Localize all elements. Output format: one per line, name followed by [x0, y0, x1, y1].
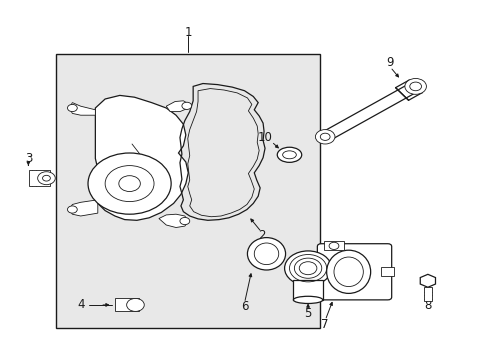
Text: 3: 3	[24, 152, 32, 165]
Ellipse shape	[282, 151, 296, 159]
Text: 2: 2	[257, 229, 265, 242]
Circle shape	[126, 298, 144, 311]
Polygon shape	[166, 101, 188, 112]
Circle shape	[105, 166, 154, 202]
Ellipse shape	[247, 238, 285, 270]
Text: 6: 6	[240, 300, 248, 313]
Bar	[423, 287, 431, 301]
Ellipse shape	[326, 250, 370, 293]
Circle shape	[180, 217, 189, 225]
Bar	[293, 280, 322, 300]
Ellipse shape	[254, 243, 278, 265]
Text: 1: 1	[184, 26, 192, 39]
Bar	[56, 54, 320, 328]
Bar	[324, 241, 343, 250]
Ellipse shape	[333, 257, 363, 287]
Bar	[115, 298, 139, 311]
Circle shape	[67, 104, 77, 112]
Circle shape	[320, 133, 329, 140]
Text: 9: 9	[386, 57, 393, 69]
Ellipse shape	[277, 147, 301, 162]
Circle shape	[42, 175, 50, 181]
Ellipse shape	[293, 296, 322, 303]
Polygon shape	[69, 103, 95, 115]
Text: 10: 10	[257, 131, 272, 144]
Circle shape	[119, 176, 140, 192]
Text: 8: 8	[423, 299, 431, 312]
Polygon shape	[95, 95, 188, 220]
Bar	[381, 267, 393, 276]
Text: 4: 4	[77, 298, 85, 311]
Text: 5: 5	[304, 307, 311, 320]
Circle shape	[88, 153, 171, 214]
Circle shape	[38, 172, 55, 185]
Text: 7: 7	[321, 318, 328, 330]
Circle shape	[328, 242, 338, 249]
FancyBboxPatch shape	[317, 244, 391, 300]
Bar	[29, 170, 50, 186]
Circle shape	[404, 78, 426, 94]
Polygon shape	[159, 214, 188, 228]
Polygon shape	[419, 274, 435, 287]
Circle shape	[409, 82, 421, 91]
Polygon shape	[69, 200, 98, 216]
Circle shape	[284, 251, 331, 285]
Circle shape	[67, 206, 77, 213]
Circle shape	[182, 102, 191, 109]
Circle shape	[315, 130, 334, 144]
